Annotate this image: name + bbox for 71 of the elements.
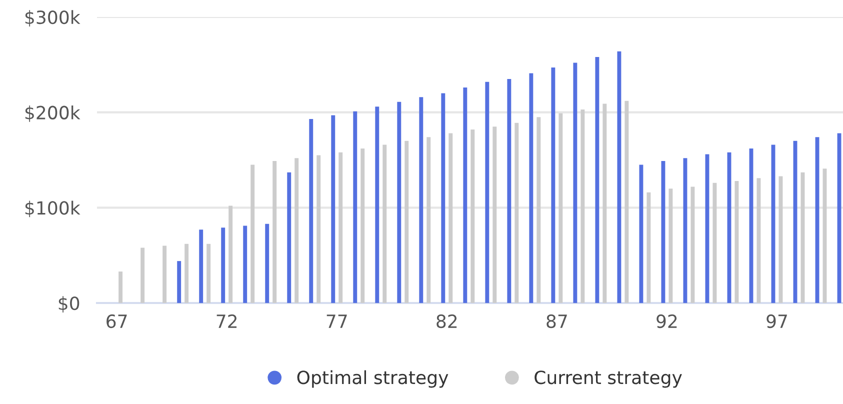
- bar: [734, 180, 739, 303]
- bar: [668, 188, 673, 303]
- bar: [177, 261, 182, 303]
- bar: [470, 129, 475, 303]
- bar: [727, 152, 732, 303]
- bar: [617, 51, 622, 303]
- bar: [514, 122, 519, 303]
- x-tick-label: 97: [766, 314, 787, 328]
- bar: [243, 226, 248, 303]
- bar: [529, 73, 534, 303]
- bar: [250, 164, 255, 303]
- bar: [294, 158, 299, 303]
- bar: [353, 111, 358, 303]
- x-tick-label: 87: [546, 314, 567, 328]
- bar: [507, 78, 512, 303]
- bar: [683, 158, 688, 303]
- x-tick-label: 72: [216, 314, 237, 328]
- bar: [360, 148, 365, 303]
- bar: [800, 172, 805, 303]
- bar: [118, 272, 123, 303]
- bar: [426, 137, 431, 303]
- bar: [756, 178, 761, 303]
- x-tick-label: 77: [326, 314, 347, 328]
- bar: [140, 248, 145, 303]
- bar: [595, 57, 600, 303]
- bar: [397, 102, 402, 303]
- bar: [309, 119, 314, 303]
- bar: [602, 104, 607, 303]
- legend-label: Current strategy: [534, 370, 682, 388]
- bar: [338, 152, 343, 303]
- bar: [551, 68, 556, 303]
- x-tick-label: 67: [106, 314, 127, 328]
- bar: [272, 160, 277, 303]
- bar: [463, 88, 468, 303]
- bar: [199, 230, 204, 303]
- bar: [206, 244, 211, 303]
- bar: [162, 246, 167, 303]
- bar: [558, 113, 563, 303]
- bar: [382, 144, 387, 303]
- bar: [646, 192, 651, 303]
- bar: [485, 82, 490, 303]
- y-tick-label: $100k: [25, 200, 80, 218]
- bar: [690, 186, 695, 303]
- y-tick-label: $200k: [25, 105, 80, 122]
- bar: [221, 228, 226, 303]
- bar: [580, 109, 585, 303]
- bar: [316, 155, 321, 303]
- bar: [441, 93, 446, 303]
- bar: [419, 97, 424, 303]
- bar: [265, 224, 270, 303]
- bar: [778, 176, 783, 303]
- bar: [639, 164, 644, 303]
- legend-label: Optimal strategy: [297, 370, 448, 388]
- bar: [287, 172, 292, 303]
- x-tick-label: 92: [656, 314, 677, 328]
- bar: [661, 160, 666, 303]
- x-tick-label: 82: [436, 314, 457, 328]
- bar: [228, 206, 233, 303]
- bar: [448, 133, 453, 303]
- bar: [536, 117, 541, 303]
- bar: [492, 126, 497, 303]
- bar: [184, 244, 189, 303]
- y-tick-label: $300k: [25, 10, 80, 27]
- y-tick-label: $0: [58, 296, 80, 313]
- bar: [712, 182, 717, 303]
- bar: [705, 154, 710, 303]
- bar: [404, 140, 409, 303]
- bar: [573, 62, 578, 303]
- bar: [624, 100, 629, 303]
- bar: [375, 106, 380, 303]
- bar: [331, 115, 336, 303]
